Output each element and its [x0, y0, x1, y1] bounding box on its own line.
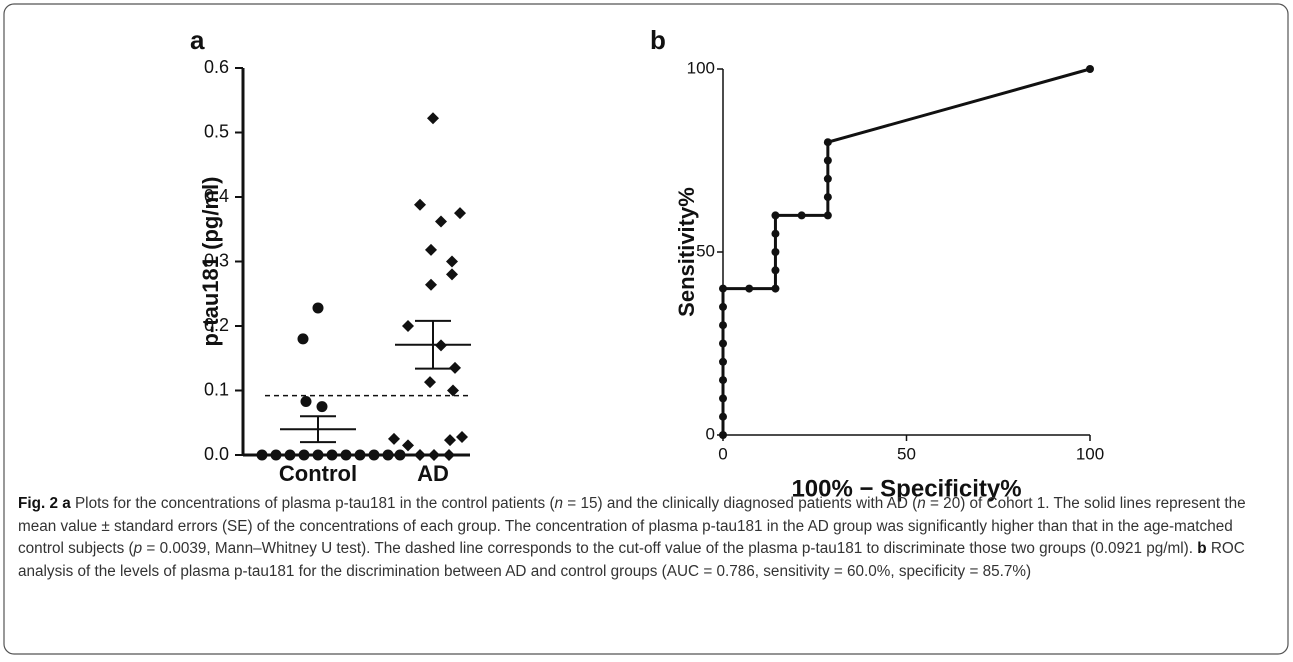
x-axis-label: 100% − Specificity% [791, 475, 1021, 502]
data-point [449, 361, 461, 374]
data-point [402, 439, 414, 452]
data-point [454, 207, 466, 220]
data-point [823, 211, 832, 220]
data-point [719, 357, 727, 366]
y-tick-label: 0.3 [204, 250, 229, 270]
panel-label: a [190, 25, 205, 55]
data-point [444, 434, 456, 447]
data-point [823, 138, 832, 147]
data-point [771, 284, 780, 293]
x-tick-label: 0 [718, 444, 727, 463]
caption-run: Plots for the concentrations of plasma p… [70, 495, 555, 512]
data-point [771, 229, 780, 238]
caption-run: n [917, 495, 926, 512]
data-point [427, 112, 439, 125]
data-point [745, 284, 754, 293]
y-tick-label: 0.0 [204, 444, 229, 464]
y-tick-label: 100 [687, 58, 715, 77]
data-point [447, 384, 459, 397]
y-tick-label: 0 [706, 424, 715, 443]
data-point [312, 302, 324, 314]
data-point [1086, 65, 1094, 73]
data-point [424, 376, 436, 389]
data-point [719, 394, 727, 403]
data-point [300, 395, 312, 407]
data-point [297, 333, 309, 345]
data-point [425, 243, 437, 256]
data-point [414, 198, 426, 211]
y-tick-label: 0.5 [204, 121, 229, 141]
data-point [719, 284, 727, 293]
caption-run: ROC analysis of the levels of plasma p-t… [18, 540, 1250, 581]
y-tick-label: 0.4 [204, 186, 229, 206]
roc-line [721, 67, 1091, 435]
x-tick-label: 100 [1076, 444, 1104, 463]
data-point [312, 449, 324, 461]
panel-label: b [650, 25, 666, 55]
data-point [270, 449, 282, 461]
data-point [719, 412, 727, 421]
data-point [719, 431, 727, 439]
data-point [719, 339, 727, 348]
x-tick-label: AD [417, 461, 449, 486]
y-tick-label: 50 [696, 241, 715, 260]
caption-run: = 15) and the clinically diagnosed patie… [563, 495, 918, 512]
data-point [719, 376, 727, 385]
data-point [316, 401, 328, 413]
data-point [388, 432, 400, 445]
data-point [326, 449, 338, 461]
data-point [771, 211, 780, 220]
data-point [256, 449, 268, 461]
data-point [402, 320, 414, 332]
data-point [823, 156, 832, 165]
data-point [284, 449, 296, 461]
data-point [414, 449, 426, 461]
data-point [823, 174, 832, 183]
data-point [771, 266, 780, 275]
caption-run: = 20) of Cohort 1. The solid lines repre… [18, 495, 1250, 558]
data-point [446, 255, 458, 268]
data-point [771, 248, 780, 256]
caption-run: n [554, 495, 564, 512]
y-tick-label: 0.2 [204, 315, 229, 335]
y-tick-label: 0.1 [204, 379, 229, 399]
caption-run: a [62, 495, 71, 512]
data-point [823, 193, 832, 202]
data-point [797, 211, 806, 220]
data-point [354, 449, 366, 461]
figure-border [3, 3, 1289, 655]
data-point [298, 449, 310, 461]
data-point [719, 321, 727, 330]
data-point [394, 449, 406, 461]
data-point [428, 449, 440, 461]
data-point [435, 215, 447, 228]
caption-run: Fig. 2 [18, 495, 58, 512]
caption: Fig. 2 a Plots for the concentrations of… [18, 493, 1280, 584]
data-point [719, 302, 727, 311]
x-tick-label: Control [279, 461, 357, 486]
data-point [368, 449, 380, 461]
data-point [443, 449, 455, 461]
caption-run: p [133, 540, 143, 558]
y-axis-label: Sensitivity% [674, 187, 699, 317]
x-tick-label: 50 [897, 444, 916, 463]
caption-run: = 0.0039, Mann–Whitney U test). The dash… [142, 540, 1198, 558]
y-axis-label: p-tau181 (pg/ml) [198, 177, 223, 347]
data-point [425, 278, 437, 291]
caption-run: b [1197, 540, 1207, 558]
data-point [382, 449, 394, 461]
data-point [446, 268, 458, 281]
y-tick-label: 0.6 [204, 57, 229, 77]
data-point [456, 430, 468, 443]
data-point [340, 449, 352, 461]
